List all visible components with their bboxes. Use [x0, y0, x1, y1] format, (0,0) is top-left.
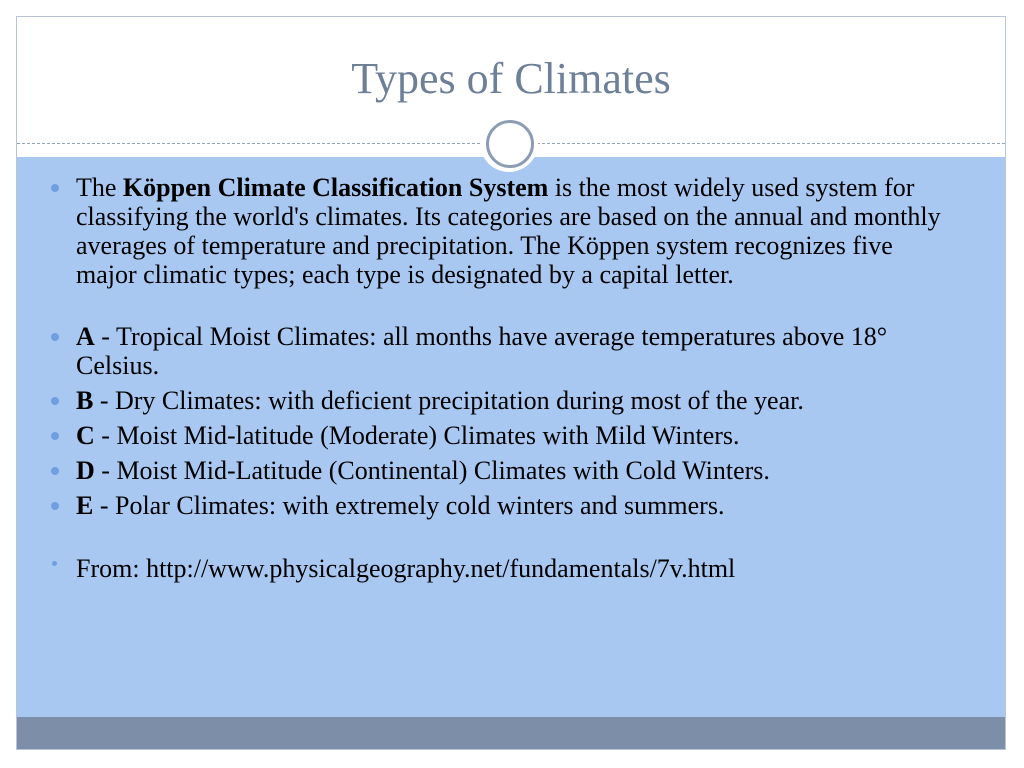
bullet-icon	[51, 184, 59, 192]
climate-type-d: D - Moist Mid-Latitude (Continental) Cli…	[49, 456, 949, 485]
content-area: The Köppen Climate Classification System…	[17, 157, 1005, 717]
climate-description: - Dry Climates: with deficient precipita…	[93, 386, 804, 415]
climate-description: - Moist Mid-Latitude (Continental) Clima…	[94, 456, 770, 485]
climate-type-c: C - Moist Mid-latitude (Moderate) Climat…	[49, 421, 949, 450]
climate-letter: E	[76, 491, 94, 520]
climate-type-b: B - Dry Climates: with deficient precipi…	[49, 386, 949, 415]
source-text: From: http://www.physicalgeography.net/f…	[76, 554, 736, 583]
intro-prefix: The	[76, 173, 123, 202]
source-citation: From: http://www.physicalgeography.net/f…	[49, 554, 949, 583]
bullet-icon	[51, 397, 59, 405]
climate-description: - Moist Mid-latitude (Moderate) Climates…	[94, 421, 740, 450]
climate-type-a: A - Tropical Moist Climates: all months …	[49, 322, 949, 380]
bullet-icon	[51, 333, 59, 341]
bullet-icon	[52, 561, 57, 566]
bullet-icon	[51, 432, 59, 440]
climate-letter: B	[76, 386, 94, 415]
intro-bold-term: Köppen Climate Classification System	[122, 173, 549, 202]
climate-description: - Tropical Moist Climates: all months ha…	[76, 322, 888, 380]
footer-bar	[17, 717, 1005, 749]
slide: Types of Climates The Köppen Climate Cla…	[16, 16, 1006, 750]
climate-letter: D	[76, 456, 95, 485]
intro-bullet: The Köppen Climate Classification System…	[49, 173, 949, 289]
bullet-icon	[51, 502, 59, 510]
bullet-list: The Köppen Climate Classification System…	[49, 173, 949, 583]
climate-type-e: E - Polar Climates: with extremely cold …	[49, 491, 949, 520]
intro-text: is the most widely used system for class…	[76, 173, 941, 289]
slide-title: Types of Climates	[351, 54, 671, 103]
climate-letter: C	[76, 421, 95, 450]
circle-ring	[486, 120, 534, 168]
circle-ornament-icon	[480, 114, 538, 172]
climate-letter: A	[76, 322, 95, 351]
climate-description: - Polar Climates: with extremely cold wi…	[93, 491, 725, 520]
bullet-icon	[51, 467, 59, 475]
